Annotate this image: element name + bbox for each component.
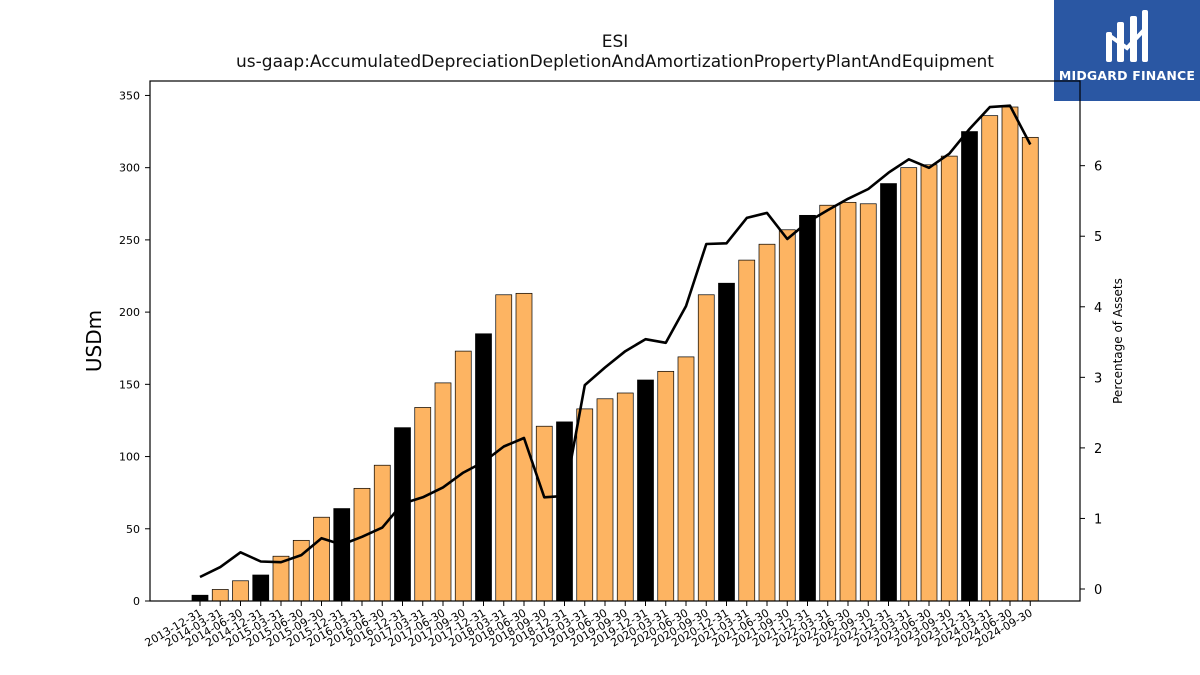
y-tick-label: 150 <box>119 378 140 391</box>
y-tick-label: 50 <box>126 523 140 536</box>
bar-2021-12-31 <box>799 214 816 602</box>
y-tick-label: 0 <box>133 595 140 608</box>
bar-2020-06-30 <box>677 356 695 602</box>
bar-2017-03-31 <box>414 407 432 602</box>
bar-2021-06-30 <box>758 243 776 602</box>
bar-2019-09-30 <box>616 392 634 602</box>
bar-2022-12-31 <box>880 183 897 602</box>
bar-2023-12-31 <box>961 131 978 602</box>
bar-2022-09-30 <box>859 203 877 602</box>
y-tick-label: 350 <box>119 89 140 102</box>
bar-2019-03-31 <box>576 408 594 602</box>
plot-frame <box>149 80 1081 602</box>
bar-2017-06-30 <box>434 382 452 602</box>
bar-2022-03-31 <box>819 204 837 602</box>
bar-2016-03-31 <box>353 487 371 602</box>
bar-2016-06-30 <box>373 464 391 602</box>
y-tick-label: 100 <box>119 451 140 464</box>
bar-2020-03-31 <box>657 370 675 602</box>
percentage-line <box>199 104 1032 579</box>
bar-2024-06-30 <box>1001 106 1019 602</box>
y2-tick-label: 6 <box>1094 160 1102 175</box>
bar-2014-06-30 <box>232 580 249 602</box>
bar-2017-12-31 <box>475 333 492 602</box>
bar-2019-06-30 <box>596 398 614 602</box>
logo-mark-icon <box>1106 10 1148 62</box>
bar-2013-12-31 <box>191 594 209 602</box>
bar-2014-03-31 <box>211 589 229 602</box>
bar-2023-09-30 <box>940 155 958 602</box>
bar-2021-09-30 <box>778 229 796 602</box>
bar-2024-09-30 <box>1021 136 1039 602</box>
y-tick-label: 300 <box>119 162 140 175</box>
y2-tick-label: 3 <box>1094 371 1102 386</box>
y2-tick-label: 5 <box>1094 230 1102 245</box>
y2-tick-label: 4 <box>1094 301 1102 316</box>
bar-2021-03-31 <box>738 259 756 602</box>
y2-tick-label: 0 <box>1094 583 1102 598</box>
chart-subtitle: us-gaap:AccumulatedDepreciationDepletion… <box>236 52 994 72</box>
brand-logo: MIDGARD FINANCE <box>1054 0 1200 101</box>
bar-2018-06-30 <box>515 292 533 602</box>
bar-2020-12-31 <box>718 282 735 602</box>
chart-title: ESI <box>601 32 629 52</box>
bar-2024-03-31 <box>981 115 999 602</box>
bar-2018-12-31 <box>556 421 573 602</box>
y-tick-label: 250 <box>119 234 140 247</box>
bar-2018-09-30 <box>535 425 553 602</box>
bar-2022-06-30 <box>839 201 857 602</box>
y2-axis-label: Percentage of Assets <box>1111 278 1125 404</box>
bar-2020-09-30 <box>697 294 715 602</box>
y2-tick-label: 2 <box>1094 442 1102 457</box>
bar-2023-06-30 <box>920 164 938 602</box>
bar-2023-03-31 <box>900 167 918 602</box>
bar-2016-12-31 <box>394 427 411 602</box>
bar-2019-12-31 <box>637 379 654 602</box>
y-axis-label: USDm <box>82 310 106 372</box>
brand-name: MIDGARD FINANCE <box>1058 68 1196 83</box>
y2-tick-label: 1 <box>1094 512 1102 527</box>
bar-2015-09-30 <box>313 516 330 602</box>
y-tick-label: 200 <box>119 306 140 319</box>
bar-2014-12-31 <box>252 574 270 602</box>
bar-2015-12-31 <box>333 508 351 602</box>
